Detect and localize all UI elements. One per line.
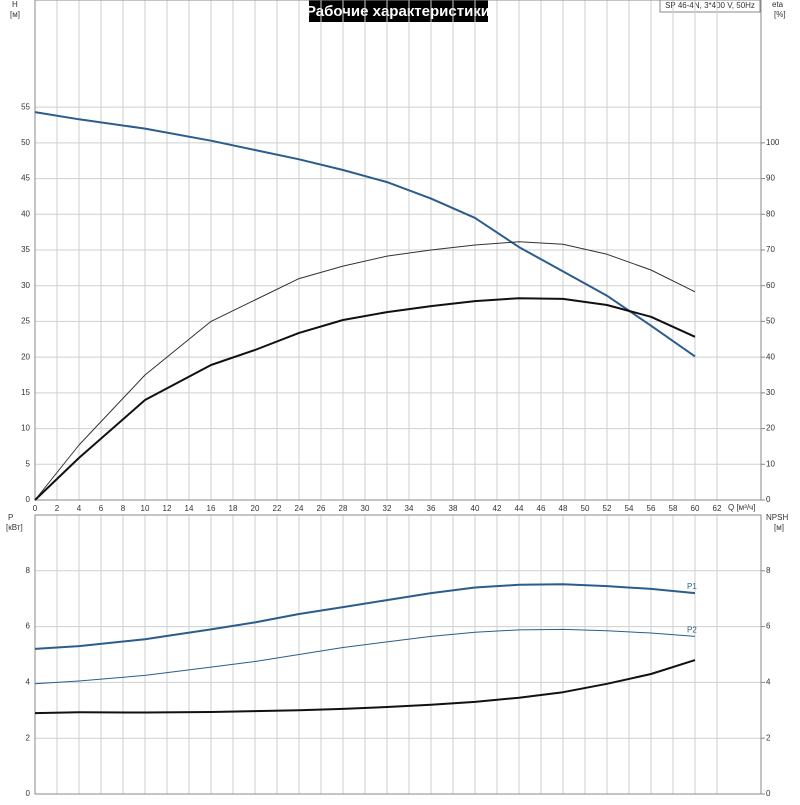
x-tick-label: 40	[471, 504, 480, 513]
y-tick-label: 50	[21, 138, 30, 147]
y2-tick-label: 50	[766, 317, 775, 326]
chart-title: Рабочие характеристики	[306, 3, 490, 20]
title-box	[309, 0, 488, 22]
x-tick-label: 32	[383, 504, 392, 513]
x-tick-label: 18	[229, 504, 238, 513]
y-tick-label: 20	[21, 352, 30, 361]
y2-tick-label: 6	[766, 622, 771, 631]
y2-tick-label: 10	[766, 459, 775, 468]
y-tick-label: 0	[26, 495, 31, 504]
curve	[34, 659, 696, 715]
x-tick-label: 60	[691, 504, 700, 513]
x-tick-label: 34	[405, 504, 414, 513]
x-tick-label: 20	[251, 504, 260, 513]
y-tick-label: 8	[26, 566, 31, 575]
x-tick-label: 50	[581, 504, 590, 513]
y-axis-unit: [кВт]	[6, 523, 23, 532]
y2-tick-label: 2	[766, 733, 771, 742]
y-tick-label: 15	[21, 388, 30, 397]
y2-tick-label: 0	[766, 789, 771, 798]
y-tick-label: 6	[26, 622, 31, 631]
x-tick-label: 30	[361, 504, 370, 513]
x-tick-label: 10	[141, 504, 150, 513]
x-tick-label: 22	[273, 504, 282, 513]
y-tick-label: 40	[21, 209, 30, 218]
curve-label: P2	[687, 625, 697, 634]
y2-axis-unit: [м]	[774, 523, 784, 532]
x-tick-label: 28	[339, 504, 348, 513]
x-tick-label: 14	[185, 504, 194, 513]
x-tick-label: 36	[427, 504, 436, 513]
x-tick-label: 62	[713, 504, 722, 513]
y-tick-label: 4	[26, 678, 31, 687]
y2-tick-label: 80	[766, 209, 775, 218]
y-tick-label: 10	[21, 424, 30, 433]
x-axis-label: Q [м³/ч]	[728, 503, 755, 512]
curve	[34, 297, 696, 501]
x-tick-label: 46	[537, 504, 546, 513]
plot-frame	[34, 514, 762, 795]
y-tick-label: 35	[21, 245, 30, 254]
y2-tick-label: 40	[766, 352, 775, 361]
x-tick-label: 42	[493, 504, 502, 513]
y-tick-label: 2	[26, 733, 31, 742]
y2-tick-label: 4	[766, 678, 771, 687]
y2-axis-label: eta	[772, 0, 784, 9]
model-label: SP 46-4N, 3*400 V, 50Hz	[665, 1, 755, 10]
x-tick-label: 44	[515, 504, 524, 513]
x-tick-label: 56	[647, 504, 656, 513]
plot-frame	[34, 0, 762, 501]
x-tick-label: 2	[55, 504, 60, 513]
y-tick-label: 25	[21, 317, 30, 326]
x-tick-label: 4	[77, 504, 82, 513]
curve	[34, 628, 696, 685]
y2-tick-label: 90	[766, 174, 775, 183]
y-tick-label: 5	[26, 459, 31, 468]
y2-tick-label: 8	[766, 566, 771, 575]
y2-axis-label: NPSH	[766, 513, 788, 522]
model-box	[659, 0, 761, 13]
y2-axis-unit: [%]	[774, 10, 786, 19]
y2-tick-label: 30	[766, 388, 775, 397]
curve	[34, 241, 696, 501]
x-tick-label: 52	[603, 504, 612, 513]
y-axis-unit: [м]	[10, 10, 20, 19]
curve-label: P1	[687, 582, 697, 591]
x-tick-label: 24	[295, 504, 304, 513]
x-tick-label: 58	[669, 504, 678, 513]
y-tick-label: 45	[21, 174, 30, 183]
x-tick-label: 48	[559, 504, 568, 513]
y-tick-label: 30	[21, 281, 30, 290]
x-tick-label: 12	[163, 504, 172, 513]
x-tick-label: 8	[121, 504, 126, 513]
curve	[34, 111, 696, 358]
y-axis-label: H	[12, 0, 18, 9]
y2-tick-label: 70	[766, 245, 775, 254]
y-tick-label: 0	[26, 789, 31, 798]
x-tick-label: 26	[317, 504, 326, 513]
x-tick-label: 0	[33, 504, 38, 513]
x-tick-label: 54	[625, 504, 634, 513]
y2-tick-label: 60	[766, 281, 775, 290]
y2-tick-label: 100	[766, 138, 780, 147]
y-tick-label: 55	[21, 102, 30, 111]
y-axis-label: P	[8, 513, 13, 522]
x-tick-label: 16	[207, 504, 216, 513]
x-tick-label: 38	[449, 504, 458, 513]
y2-tick-label: 20	[766, 424, 775, 433]
x-tick-label: 6	[99, 504, 104, 513]
y2-tick-label: 0	[766, 495, 771, 504]
curve	[34, 583, 696, 650]
